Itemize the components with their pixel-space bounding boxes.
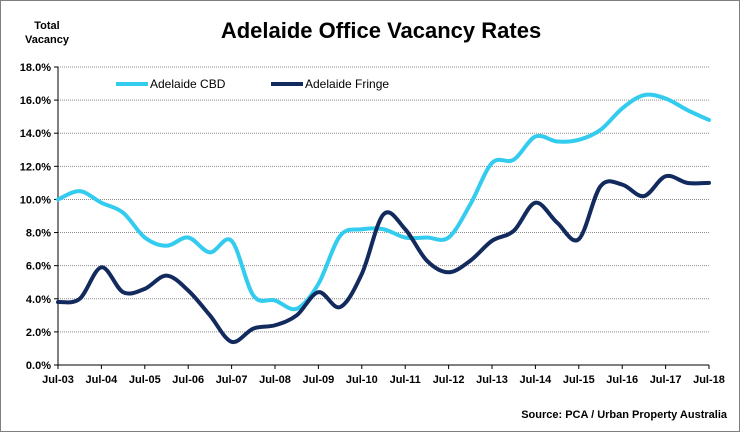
y-tick-label: 6.0% <box>26 261 51 273</box>
x-tick-label: Jul-11 <box>390 374 421 386</box>
x-tick-label: Jul-17 <box>650 374 682 386</box>
x-tick-label: Jul-18 <box>693 374 725 386</box>
x-tick-label: Jul-06 <box>172 374 204 386</box>
y-tick-label: 0.0% <box>26 360 51 372</box>
chart-title: Adelaide Office Vacancy Rates <box>220 18 542 43</box>
y-axis-title: Total Vacancy <box>24 20 70 46</box>
y-tick-label: 14.0% <box>20 128 51 140</box>
x-tick-label: Jul-16 <box>606 374 638 386</box>
y-tick-label: 2.0% <box>26 327 51 339</box>
x-tick-label: Jul-10 <box>346 374 378 386</box>
x-tick-label: Jul-15 <box>563 374 595 386</box>
legend-label: Adelaide CBD <box>150 77 226 91</box>
series-line-cbd <box>56 92 711 312</box>
x-tick-label: Jul-04 <box>86 374 119 386</box>
series-line-fringe <box>56 173 711 344</box>
x-tick-label: Jul-14 <box>520 374 553 386</box>
y-tick-label: 16.0% <box>20 95 51 107</box>
x-tick-label: Jul-12 <box>433 374 465 386</box>
x-tick-label: Jul-13 <box>476 374 508 386</box>
y-tick-label: 4.0% <box>26 294 51 306</box>
y-tick-label: 8.0% <box>26 228 51 240</box>
x-tick-label: Jul-05 <box>129 374 161 386</box>
legend-label: Adelaide Fringe <box>305 77 389 91</box>
x-tick-label: Jul-07 <box>216 374 248 386</box>
source-note: Source: PCA / Urban Property Australia <box>521 409 727 421</box>
x-tick-label: Jul-08 <box>259 374 291 386</box>
y-tick-label: 10.0% <box>20 194 51 206</box>
y-tick-label: 12.0% <box>20 161 51 173</box>
x-tick-label: Jul-09 <box>303 374 335 386</box>
y-tick-label: 18.0% <box>20 62 51 74</box>
x-tick-label: Jul-03 <box>42 374 74 386</box>
